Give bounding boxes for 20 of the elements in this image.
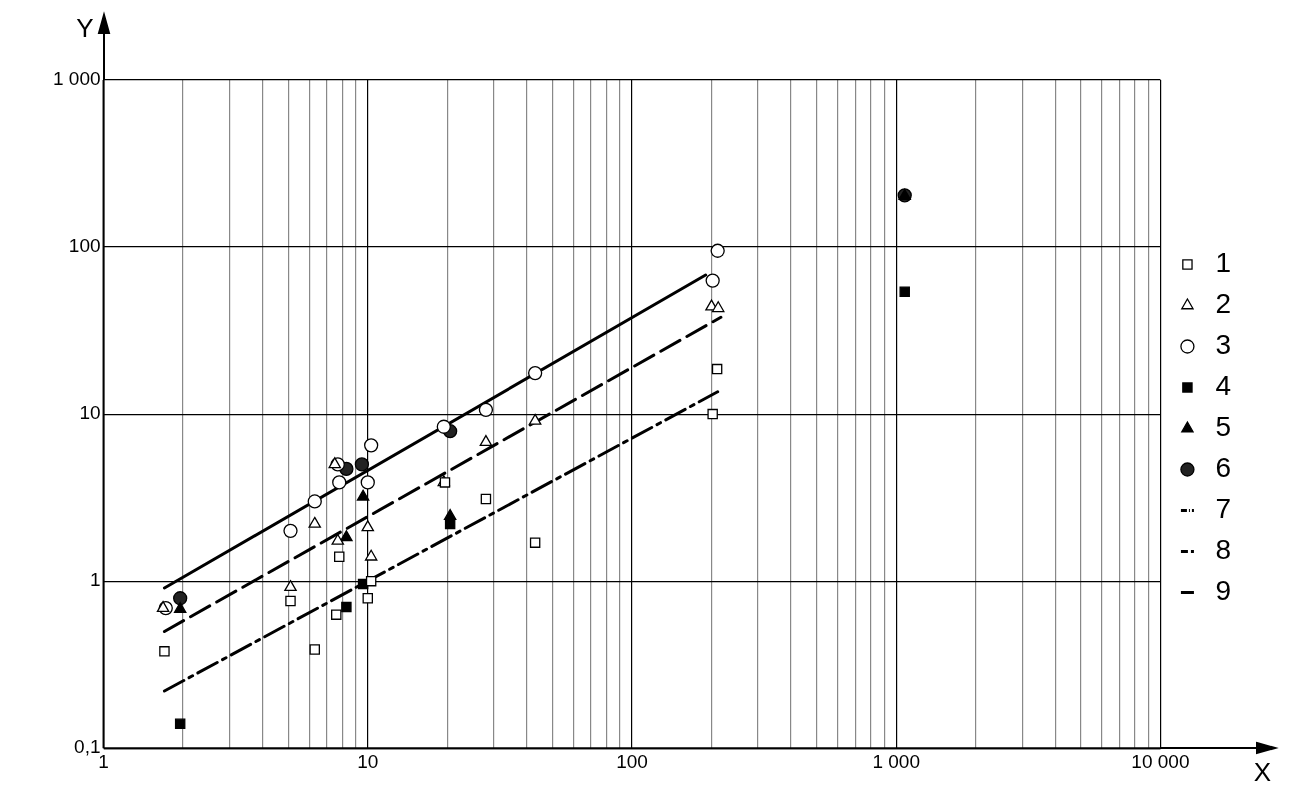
y-tick-label: 100 — [68, 235, 101, 257]
x-tick-label: 1 000 — [872, 750, 920, 772]
legend-label: 8 — [1215, 534, 1232, 566]
y-axis-title: Y — [76, 13, 94, 44]
y-tick-label: 10 — [79, 402, 101, 424]
x-tick-label: 10 — [357, 750, 379, 772]
legend-label: 1 — [1215, 247, 1232, 279]
y-tick-label: 0,1 — [74, 736, 101, 758]
x-axis-title: X — [1253, 757, 1272, 787]
x-tick-label: 10 000 — [1131, 750, 1190, 772]
x-tick-label: 100 — [616, 750, 648, 772]
legend-label: 5 — [1215, 411, 1232, 443]
legend-label: 4 — [1215, 370, 1232, 402]
y-tick-label: 1 000 — [53, 68, 101, 90]
y-tick-label: 1 — [89, 569, 101, 591]
legend-label: 6 — [1215, 452, 1232, 484]
legend-label: 9 — [1215, 575, 1232, 607]
legend-label: 3 — [1215, 329, 1232, 361]
legend-label: 7 — [1215, 493, 1232, 525]
legend-label: 2 — [1215, 288, 1232, 320]
